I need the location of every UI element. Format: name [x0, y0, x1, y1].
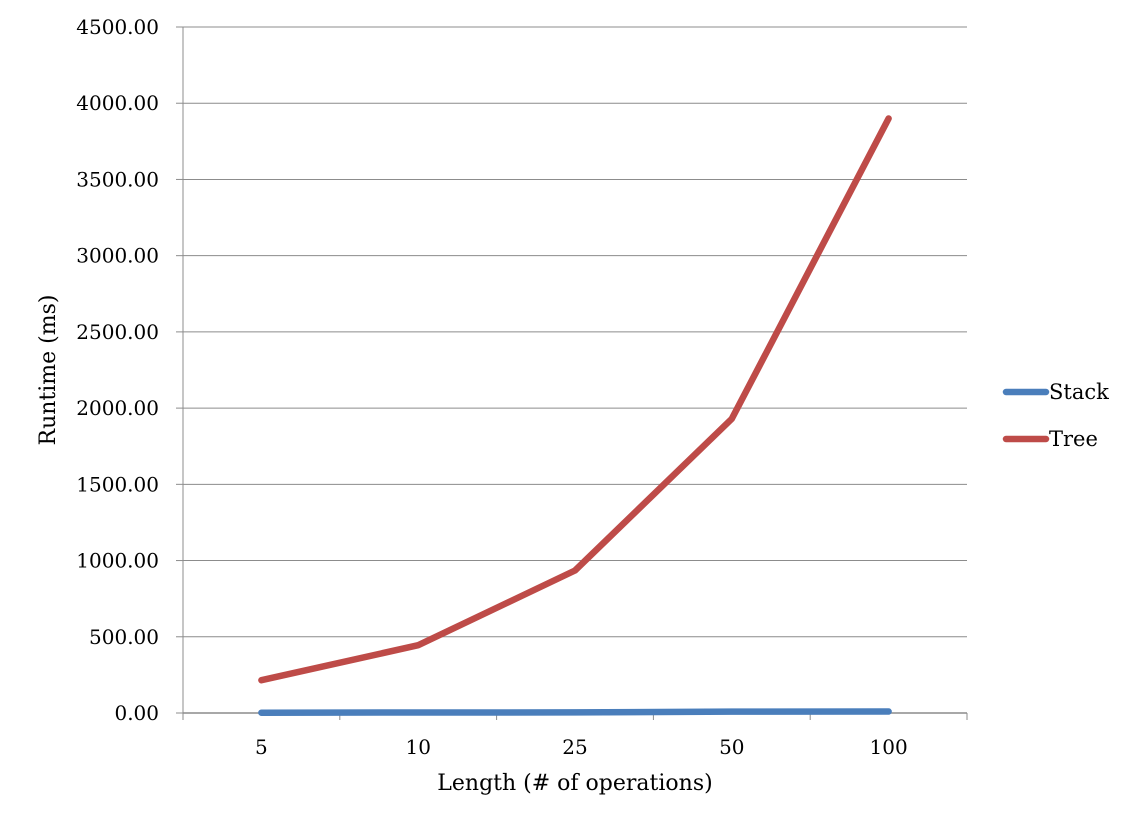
y-tick-label: 4500.00: [76, 15, 159, 39]
y-tick-labels: 0.00 500.00 1000.00 1500.00 2000.00 2500.00 30…: [76, 15, 159, 725]
gridlines: [183, 26, 967, 638]
legend-label-stack: Stack: [1049, 380, 1109, 404]
series-line-stack: [258, 708, 892, 716]
y-tick-label: 4000.00: [76, 91, 159, 115]
y-tick-label: 2000.00: [76, 396, 159, 420]
legend-label-tree: Tree: [1049, 427, 1098, 451]
x-tick-label: 25: [562, 735, 587, 759]
y-tick-label: 500.00: [89, 625, 159, 649]
y-tick-label: 1000.00: [76, 549, 159, 573]
series-lines: [258, 115, 892, 716]
x-tick-label: 100: [870, 735, 908, 759]
y-tick-label: 0.00: [114, 701, 159, 725]
x-axis-title: Length (# of operations): [437, 771, 712, 796]
y-tick-label: 3000.00: [76, 244, 159, 268]
y-tick-label: 3500.00: [76, 167, 159, 191]
x-tick-labels: 5 10 25 50 100: [255, 735, 908, 759]
legend: Stack Tree: [1002, 380, 1109, 451]
axes: [176, 26, 968, 720]
x-tick-label: 5: [255, 735, 268, 759]
y-axis-title: Runtime (ms): [36, 295, 61, 446]
x-tick-label: 10: [405, 735, 430, 759]
x-tick-label: 50: [719, 735, 744, 759]
y-tick-label: 2500.00: [76, 320, 159, 344]
y-tick-label: 1500.00: [76, 472, 159, 496]
series-line-tree: [258, 115, 892, 684]
